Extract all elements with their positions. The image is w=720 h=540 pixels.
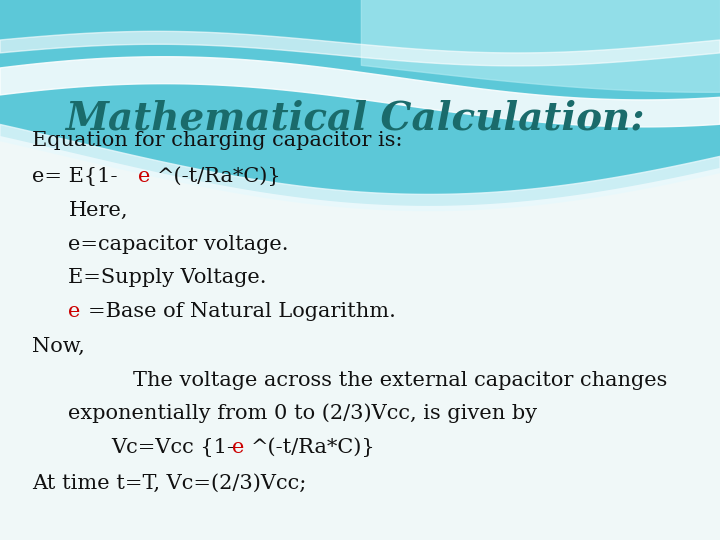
Text: ^(-t/Ra*C)}: ^(-t/Ra*C)} [251, 437, 375, 457]
Text: =Base of Natural Logarithm.: =Base of Natural Logarithm. [88, 301, 396, 321]
Text: Equation for charging capacitor is:: Equation for charging capacitor is: [32, 131, 403, 150]
Text: e: e [68, 301, 81, 321]
Text: The voltage across the external capacitor changes: The voltage across the external capacito… [133, 370, 667, 390]
Text: At time t=T, Vc=(2/3)Vcc;: At time t=T, Vc=(2/3)Vcc; [32, 474, 307, 493]
Text: e= E{1-: e= E{1- [32, 167, 118, 186]
Text: Now,: Now, [32, 337, 85, 356]
Text: e=capacitor voltage.: e=capacitor voltage. [68, 234, 289, 254]
Text: ^(-t/Ra*C)}: ^(-t/Ra*C)} [157, 167, 282, 186]
Text: e: e [232, 437, 244, 457]
Text: Mathematical Calculation:: Mathematical Calculation: [65, 100, 644, 138]
Text: Vc=Vcc {1-: Vc=Vcc {1- [112, 437, 235, 457]
Text: Here,: Here, [68, 201, 128, 220]
Text: e: e [138, 167, 150, 186]
Text: E=Supply Voltage.: E=Supply Voltage. [68, 268, 267, 287]
Text: exponentially from 0 to (2/3)Vcc, is given by: exponentially from 0 to (2/3)Vcc, is giv… [68, 404, 538, 423]
